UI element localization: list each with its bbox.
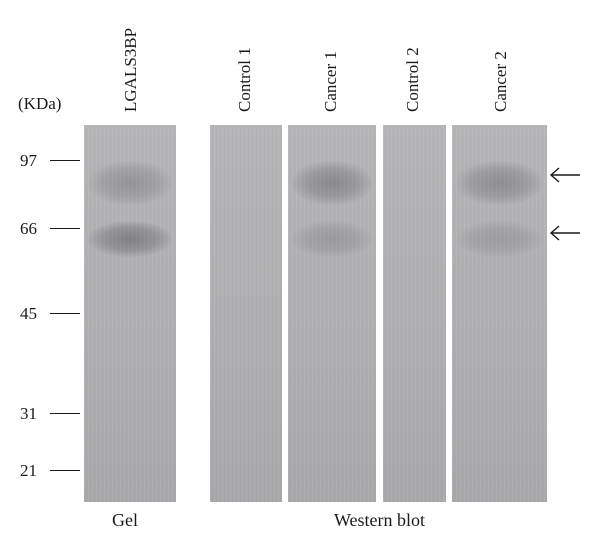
arrow-left-icon xyxy=(549,167,581,183)
caption-gel: Gel xyxy=(112,510,138,530)
lane-label-cancer-1: Cancer 1 xyxy=(321,51,340,112)
caption-western-blot: Western blot xyxy=(334,510,426,530)
marker-45: 45 xyxy=(20,304,80,324)
lane-control-2 xyxy=(383,125,446,502)
marker-31: 31 xyxy=(20,404,80,424)
marker-label: 45 xyxy=(20,304,37,323)
marker-tick xyxy=(50,160,80,161)
marker-tick xyxy=(50,413,80,414)
protein-band-97 xyxy=(291,161,373,205)
lane-label-control-1: Control 1 xyxy=(235,47,254,112)
marker-label: 66 xyxy=(20,219,37,238)
lane-cancer-1 xyxy=(288,125,376,502)
lane-label-control-2: Control 2 xyxy=(403,47,422,112)
protein-band-66 xyxy=(455,221,544,257)
marker-label: 97 xyxy=(20,151,37,170)
protein-band-66 xyxy=(87,221,173,257)
marker-tick xyxy=(50,470,80,471)
unit-label: (KDa) xyxy=(18,94,62,113)
protein-band-97 xyxy=(455,161,544,205)
protein-band-66 xyxy=(291,221,373,257)
arrow-left-icon xyxy=(549,225,581,241)
lane-label-cancer-2: Cancer 2 xyxy=(491,51,510,112)
lane-label-lgals3bp: LGALS3BP xyxy=(121,27,140,112)
marker-tick xyxy=(50,228,80,229)
marker-label: 21 xyxy=(20,461,37,480)
marker-label: 31 xyxy=(20,404,37,423)
marker-97: 97 xyxy=(20,151,80,171)
marker-tick xyxy=(50,313,80,314)
marker-66: 66 xyxy=(20,219,80,239)
lane-cancer-2 xyxy=(452,125,547,502)
protein-band-97 xyxy=(87,161,173,205)
lane-lgals3bp xyxy=(84,125,176,502)
marker-21: 21 xyxy=(20,461,80,481)
lane-control-1 xyxy=(210,125,282,502)
